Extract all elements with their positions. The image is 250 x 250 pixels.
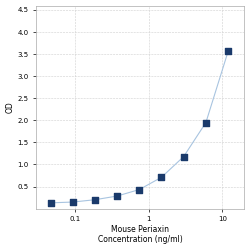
Point <box>204 120 208 124</box>
Point <box>182 154 186 158</box>
Point <box>48 201 52 205</box>
Point <box>93 198 97 202</box>
X-axis label: Mouse Periaxin
Concentration (ng/ml): Mouse Periaxin Concentration (ng/ml) <box>98 225 183 244</box>
Point <box>115 194 119 198</box>
Point <box>137 188 141 192</box>
Y-axis label: OD: OD <box>6 101 15 113</box>
Point <box>160 175 164 179</box>
Point <box>226 50 230 54</box>
Point <box>71 200 75 204</box>
